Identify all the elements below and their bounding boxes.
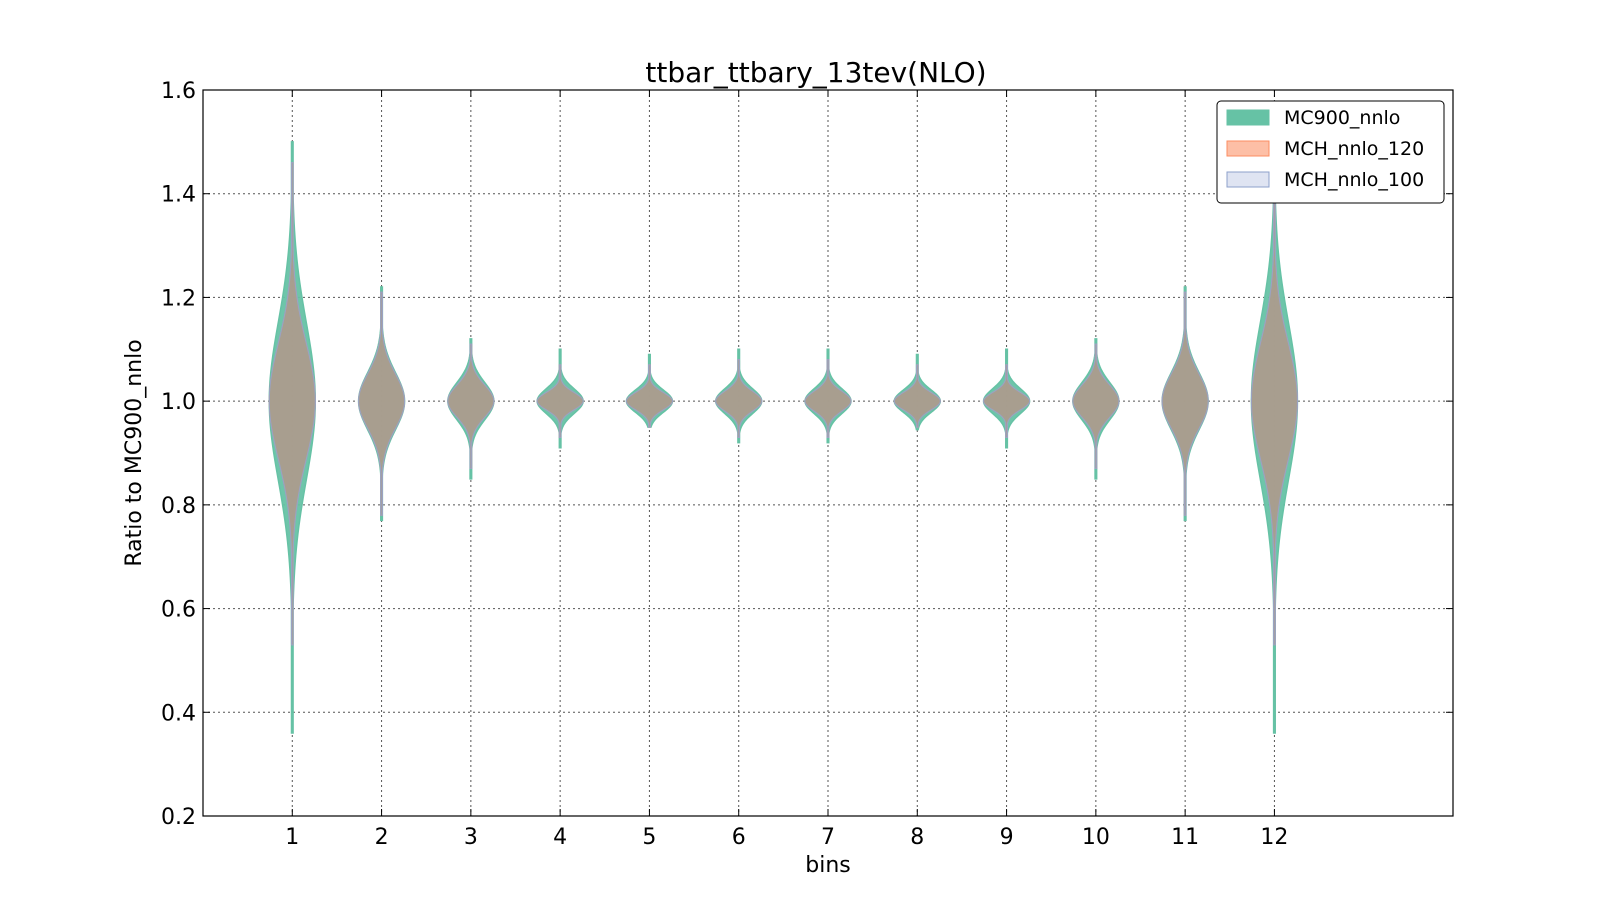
legend-label: MCH_nnlo_100 [1284, 169, 1424, 191]
x-tick-label: 12 [1260, 825, 1288, 850]
violin-series-0 [268, 141, 1299, 734]
violin [268, 162, 316, 646]
x-tick-label: 5 [642, 825, 656, 850]
y-axis-label: Ratio to MC900_nnlo [122, 339, 147, 566]
legend-frame [1216, 100, 1445, 204]
legend-swatch [1226, 140, 1270, 157]
violin [893, 364, 941, 428]
violin [1250, 167, 1298, 646]
y-tick-label: 1.6 [161, 79, 196, 104]
violin [358, 291, 406, 516]
legend: MC900_nnlo MCH_nnlo_120 MCH_nnlo_100 [1216, 100, 1445, 204]
violin [983, 364, 1031, 438]
violin [625, 364, 673, 428]
y-tick-label: 0.2 [161, 805, 196, 830]
x-tick-label: 2 [375, 825, 389, 850]
violin-series-2 [268, 162, 1298, 646]
legend-label: MC900_nnlo [1284, 107, 1400, 129]
x-tick-label: 7 [821, 825, 835, 850]
y-tick-label: 0.4 [161, 701, 196, 726]
violin [1072, 343, 1120, 470]
violins [268, 141, 1299, 734]
violin [1161, 291, 1209, 516]
x-axis-label: bins [805, 853, 850, 878]
chart-title: ttbar_ttbary_13tev(NLO) [645, 56, 986, 89]
x-tick-label: 9 [1000, 825, 1014, 850]
x-tick-label: 8 [910, 825, 924, 850]
x-tick-label: 10 [1082, 825, 1110, 850]
x-ticks: 1 2 3 4 5 6 7 8 9 10 11 12 [285, 90, 1288, 850]
violin [536, 364, 584, 438]
legend-label: MCH_nnlo_120 [1284, 138, 1424, 160]
y-tick-label: 1.2 [161, 286, 196, 311]
x-tick-label: 3 [464, 825, 478, 850]
y-tick-label: 1.0 [161, 390, 196, 415]
x-tick-label: 4 [553, 825, 567, 850]
legend-swatch [1226, 109, 1270, 126]
violin [715, 359, 763, 438]
violin [804, 359, 852, 438]
y-tick-label: 0.8 [161, 494, 196, 519]
legend-swatch [1226, 171, 1270, 188]
x-tick-label: 1 [285, 825, 299, 850]
x-tick-label: 6 [732, 825, 746, 850]
y-tick-label: 1.4 [161, 183, 196, 208]
y-ticks: 0.2 0.4 0.6 0.8 1.0 1.2 1.4 1.6 [161, 79, 1453, 830]
y-tick-label: 0.6 [161, 598, 196, 623]
x-tick-label: 11 [1171, 825, 1199, 850]
violin-series-1 [268, 162, 1298, 646]
violin-overlay [268, 162, 1298, 646]
violin [447, 343, 495, 470]
